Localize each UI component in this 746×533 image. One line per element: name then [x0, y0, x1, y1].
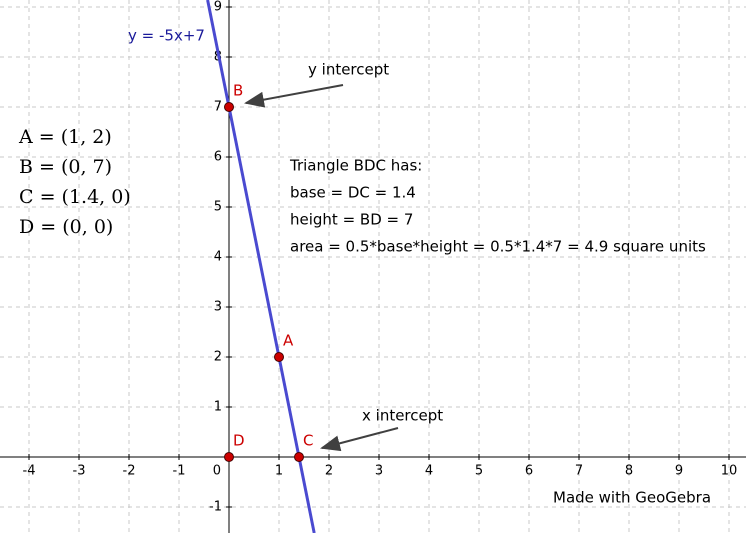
point-label: C: [303, 432, 313, 450]
algebra-entry: C = (1.4, 0): [19, 186, 131, 208]
x-tick-label: 10: [721, 464, 738, 479]
x-tick-label: 9: [675, 464, 683, 479]
textbox-line: Triangle BDC has:: [289, 157, 422, 175]
y-tick-label: 6: [214, 150, 222, 165]
function-line: [206, 0, 316, 533]
y-tick-label: 3: [214, 300, 222, 315]
x-tick-label: 7: [575, 464, 583, 479]
point: [224, 102, 234, 112]
y-tick-label: 4: [214, 250, 222, 265]
y-tick-label: -1: [209, 500, 222, 515]
x-tick-label: 5: [475, 464, 483, 479]
x-tick-label: 1: [275, 464, 283, 479]
algebra-entry: D = (0, 0): [19, 216, 113, 238]
annotation: x intercept: [362, 407, 443, 425]
point-label: B: [233, 82, 243, 100]
x-tick-label: 2: [325, 464, 333, 479]
x-tick-label: 4: [425, 464, 433, 479]
x-tick-label: -3: [73, 464, 86, 479]
point: [294, 452, 304, 462]
arrow: [244, 84, 344, 108]
x-tick-label: -4: [23, 464, 36, 479]
point-label: A: [283, 332, 294, 350]
arrow: [320, 427, 399, 452]
point: [224, 452, 234, 462]
annotation: y intercept: [308, 61, 389, 79]
algebra-entry: A = (1, 2): [18, 126, 112, 148]
textbox-line: base = DC = 1.4: [290, 184, 416, 202]
x-tick-label: -1: [173, 464, 186, 479]
x-tick-label: 8: [625, 464, 633, 479]
x-tick-label: 0: [213, 464, 221, 479]
y-tick-label: 1: [214, 400, 222, 415]
x-tick-label: 6: [525, 464, 533, 479]
algebra-entry: B = (0, 7): [19, 156, 112, 178]
y-tick-label: 7: [214, 100, 222, 115]
x-tick-label: -2: [123, 464, 136, 479]
function-label: y = -5x+7: [128, 27, 205, 45]
point-label: D: [233, 432, 245, 450]
textbox-line: height = BD = 7: [290, 211, 413, 229]
y-tick-label: 9: [214, 0, 222, 15]
point: [274, 352, 284, 362]
y-tick-label: 5: [214, 200, 222, 215]
x-tick-label: 3: [375, 464, 383, 479]
y-tick-label: 2: [214, 350, 222, 365]
credit: Made with GeoGebra: [553, 489, 711, 507]
textbox-line: area = 0.5*base*height = 0.5*1.4*7 = 4.9…: [290, 238, 706, 256]
